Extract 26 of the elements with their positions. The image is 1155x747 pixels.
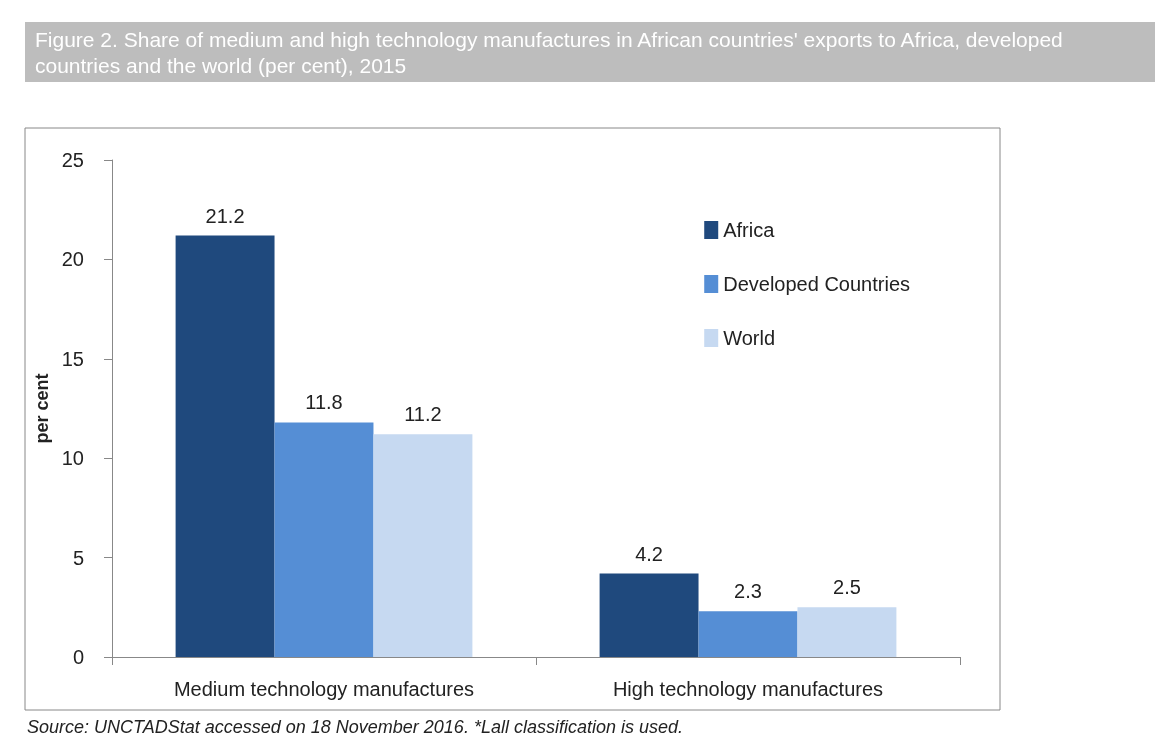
chart-title: Figure 2. Share of medium and high technology manufactures in African countries' exports to Africa, developed countries and the world (per cent), 2015 — [35, 27, 1069, 77]
legend-label: World — [723, 327, 776, 349]
y-tick-label: 20 — [61, 248, 84, 271]
bar — [797, 607, 897, 657]
bar — [175, 235, 275, 657]
bar — [599, 573, 699, 657]
x-tick-label: Medium technology manufactures — [173, 678, 475, 700]
data-label: 11.8 — [305, 391, 343, 414]
bar — [698, 611, 798, 657]
data-label: 11.2 — [404, 403, 442, 426]
data-label: 4.2 — [635, 542, 663, 565]
legend-label: Africa — [723, 219, 776, 241]
data-label: 21.2 — [205, 204, 245, 227]
y-tick-label: 15 — [61, 347, 84, 370]
y-tick-label: 0 — [72, 646, 84, 668]
y-axis-title: per cent — [31, 373, 52, 444]
data-label: 2.5 — [833, 576, 861, 599]
legend-label: Developed Countries — [723, 273, 910, 295]
data-label: 2.3 — [734, 580, 762, 603]
y-tick-label: 25 — [61, 149, 84, 171]
y-tick-label: 10 — [61, 447, 84, 470]
source-note: Source: UNCTADStat accessed on 18 November 2016. *Lall classification is used. — [27, 717, 683, 737]
x-tick-label: High technology manufactures — [612, 678, 884, 700]
bar — [274, 422, 374, 657]
y-tick-label: 5 — [72, 546, 84, 569]
bar — [373, 434, 473, 657]
